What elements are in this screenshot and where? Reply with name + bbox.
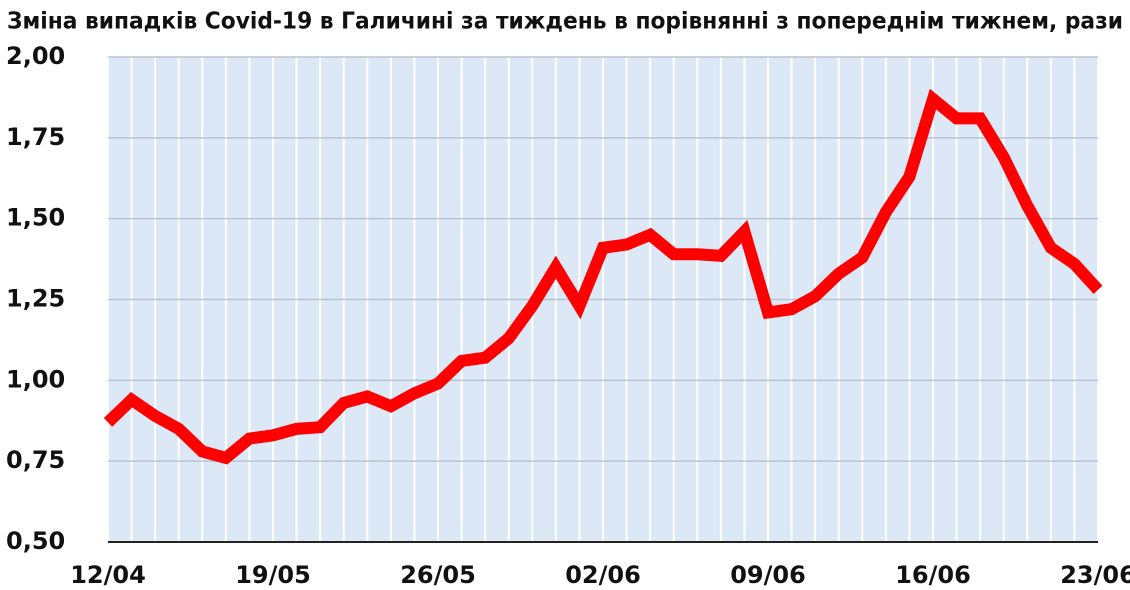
y-tick-label: 0,75 [6, 446, 65, 474]
data-line [103, 88, 1103, 465]
x-tick-label: 02/06 [565, 561, 641, 589]
y-tick-label: 1,75 [6, 123, 65, 151]
x-tick-label: 23/06 [1060, 561, 1130, 589]
y-tick-label: 1,25 [6, 285, 65, 313]
x-tick-label: 16/06 [895, 561, 971, 589]
y-tick-label: 0,50 [6, 527, 65, 555]
y-tick-label: 1,50 [6, 204, 65, 232]
y-tick-label: 1,00 [6, 365, 65, 393]
x-tick-label: 26/05 [400, 561, 476, 589]
chart-title: Зміна випадків Covid-19 в Галичині за ти… [7, 9, 1123, 35]
y-tick-label: 2,00 [6, 42, 65, 70]
x-tick-label: 09/06 [730, 561, 806, 589]
x-tick-label: 19/05 [235, 561, 311, 589]
x-tick-label: 12/04 [70, 561, 146, 589]
